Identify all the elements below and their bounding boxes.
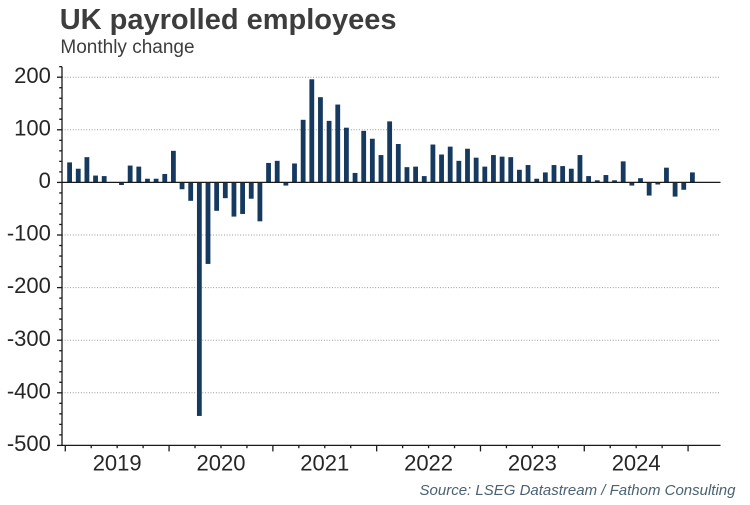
svg-text:2024: 2024 [612, 451, 661, 476]
svg-text:-500: -500 [7, 431, 51, 456]
svg-text:-100: -100 [7, 221, 51, 246]
svg-text:UK payrolled employees: UK payrolled employees [60, 4, 397, 36]
svg-text:Monthly change: Monthly change [60, 37, 194, 58]
svg-text:2022: 2022 [404, 451, 453, 476]
svg-text:-200: -200 [7, 273, 51, 298]
svg-text:2023: 2023 [508, 451, 557, 476]
svg-text:2019: 2019 [93, 451, 142, 476]
svg-text:0: 0 [39, 168, 51, 193]
svg-text:100: 100 [14, 115, 51, 140]
svg-text:2020: 2020 [197, 451, 246, 476]
svg-text:2021: 2021 [300, 451, 349, 476]
svg-text:Source: LSEG Datastream / Fath: Source: LSEG Datastream / Fathom Consult… [420, 482, 737, 499]
svg-text:-300: -300 [7, 326, 51, 351]
svg-text:-400: -400 [7, 378, 51, 403]
svg-text:200: 200 [14, 63, 51, 88]
